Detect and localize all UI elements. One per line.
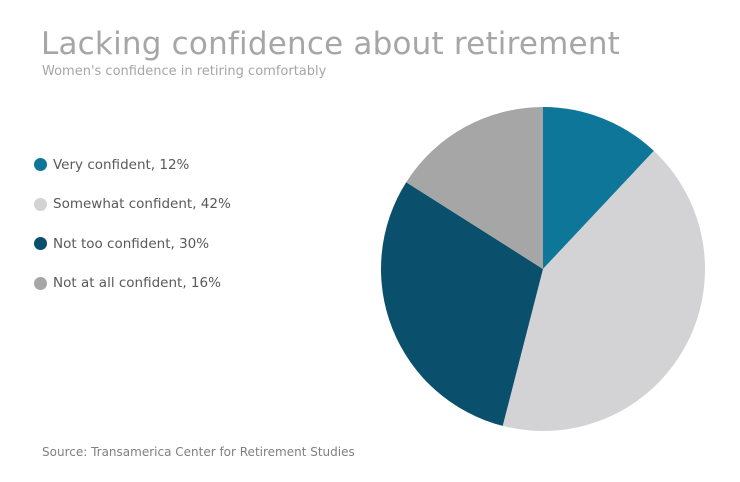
legend-item-somewhat-confident: Somewhat confident, 42% (34, 185, 231, 225)
legend-label: Not too confident, 30% (53, 235, 210, 252)
legend-item-not-too-confident: Not too confident, 30% (34, 224, 231, 264)
slice-very-confident (543, 107, 654, 269)
slice-not-too-confident (380, 182, 543, 426)
legend-marker (34, 237, 47, 251)
legend-label: Somewhat confident, 42% (53, 196, 231, 213)
chart-subtitle: Women's confidence in retiring comfortab… (42, 64, 327, 79)
legend-marker (34, 276, 47, 290)
slice-somewhat-confident (502, 150, 705, 431)
legend-item-very-confident: Very confident, 12% (34, 145, 231, 185)
legend-marker (34, 158, 47, 172)
legend-label: Very confident, 12% (53, 156, 190, 173)
legend-item-not-at-all-confident: Not at all confident, 16% (34, 264, 231, 304)
slice-not-at-all-confident (406, 107, 543, 269)
legend: Very confident, 12% Somewhat confident, … (34, 145, 231, 303)
legend-label: Not at all confident, 16% (53, 275, 221, 292)
chart-title: Lacking confidence about retirement (41, 26, 621, 62)
legend-marker (34, 197, 47, 211)
source-note: Source: Transamerica Center for Retireme… (42, 445, 355, 459)
